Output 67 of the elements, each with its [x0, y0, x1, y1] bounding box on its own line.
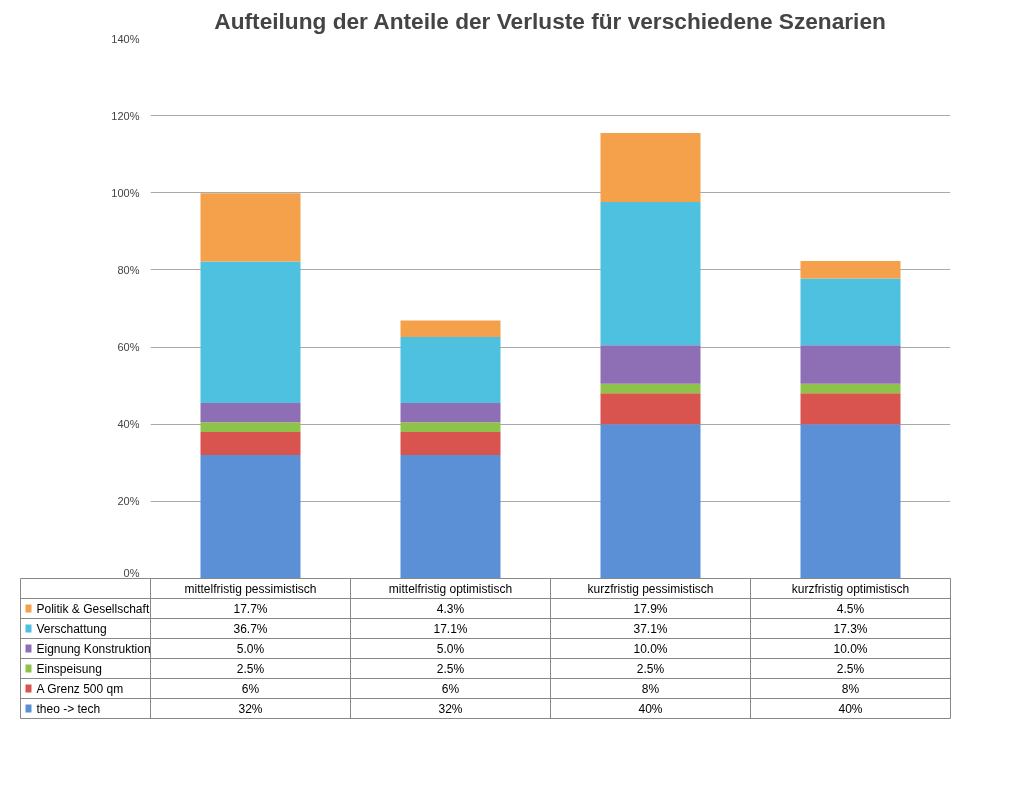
legend-label: theo -> tech — [36, 701, 101, 716]
x-tick-label: kurzfristig optimistisch — [791, 581, 910, 596]
legend-label: Politik & Gesellschaft — [36, 601, 150, 616]
data-label: 5.0% — [236, 641, 265, 656]
bar — [600, 424, 701, 578]
bar — [600, 202, 701, 346]
bar — [800, 345, 901, 384]
data-label: 2.5% — [636, 661, 665, 676]
data-label: 4.5% — [836, 601, 865, 616]
y-tick-label: 20% — [117, 495, 140, 508]
data-label: 2.5% — [836, 661, 865, 676]
bar — [600, 393, 701, 425]
legend-label: Eignung Konstruktion — [36, 641, 151, 656]
bar — [200, 431, 301, 456]
bar — [800, 383, 901, 394]
data-label: 8% — [841, 681, 860, 696]
legend-label: A Grenz 500 qm — [36, 681, 124, 696]
y-tick-label: 120% — [111, 109, 140, 122]
data-label: 2.5% — [236, 661, 265, 676]
data-label: 17.1% — [433, 621, 468, 636]
data-label: 6% — [441, 681, 460, 696]
x-tick-label: kurzfristig pessimistisch — [587, 581, 714, 596]
y-tick-label: 140% — [111, 32, 140, 45]
bar — [600, 133, 701, 203]
data-label: 17.9% — [633, 601, 668, 616]
bar — [200, 261, 301, 403]
data-label: 6% — [241, 681, 260, 696]
bar — [200, 403, 301, 423]
data-label: 8% — [641, 681, 660, 696]
legend-label: Einspeisung — [36, 661, 102, 676]
data-label: 4.3% — [436, 601, 465, 616]
y-tick-label: 100% — [111, 186, 140, 199]
x-tick-label: mittelfristig pessimistisch — [184, 581, 317, 596]
bar — [200, 422, 301, 432]
data-label: 17.3% — [833, 621, 868, 636]
bar — [400, 422, 501, 432]
bar — [400, 320, 501, 338]
y-tick-label: 80% — [117, 263, 140, 276]
bar — [400, 431, 501, 456]
y-tick-label: 0% — [123, 566, 140, 579]
bar — [200, 193, 301, 262]
bar — [600, 345, 701, 384]
bar — [400, 337, 501, 403]
data-label: 37.1% — [633, 621, 668, 636]
y-tick-label: 60% — [117, 341, 140, 354]
bar — [800, 261, 901, 279]
y-tick-label: 40% — [117, 418, 140, 431]
bar — [800, 424, 901, 578]
chart-title: Aufteilung der Anteile der Verluste für verschiedene Szenarien — [214, 7, 886, 34]
x-tick-label: mittelfristig optimistisch — [388, 581, 513, 596]
data-label: 40% — [638, 701, 663, 716]
data-label: 2.5% — [436, 661, 465, 676]
data-label: 32% — [238, 701, 263, 716]
data-label: 17.7% — [233, 601, 268, 616]
bar — [400, 403, 501, 423]
data-label: 10.0% — [633, 641, 668, 656]
data-label: 40% — [838, 701, 863, 716]
legend-label: Verschattung — [36, 621, 107, 636]
bar — [800, 393, 901, 425]
data-label: 36.7% — [233, 621, 268, 636]
data-label: 32% — [438, 701, 463, 716]
bar — [200, 455, 301, 578]
bar — [600, 383, 701, 394]
data-label: 5.0% — [436, 641, 465, 656]
data-label: 10.0% — [833, 641, 868, 656]
bar — [400, 455, 501, 578]
bar — [800, 278, 901, 346]
